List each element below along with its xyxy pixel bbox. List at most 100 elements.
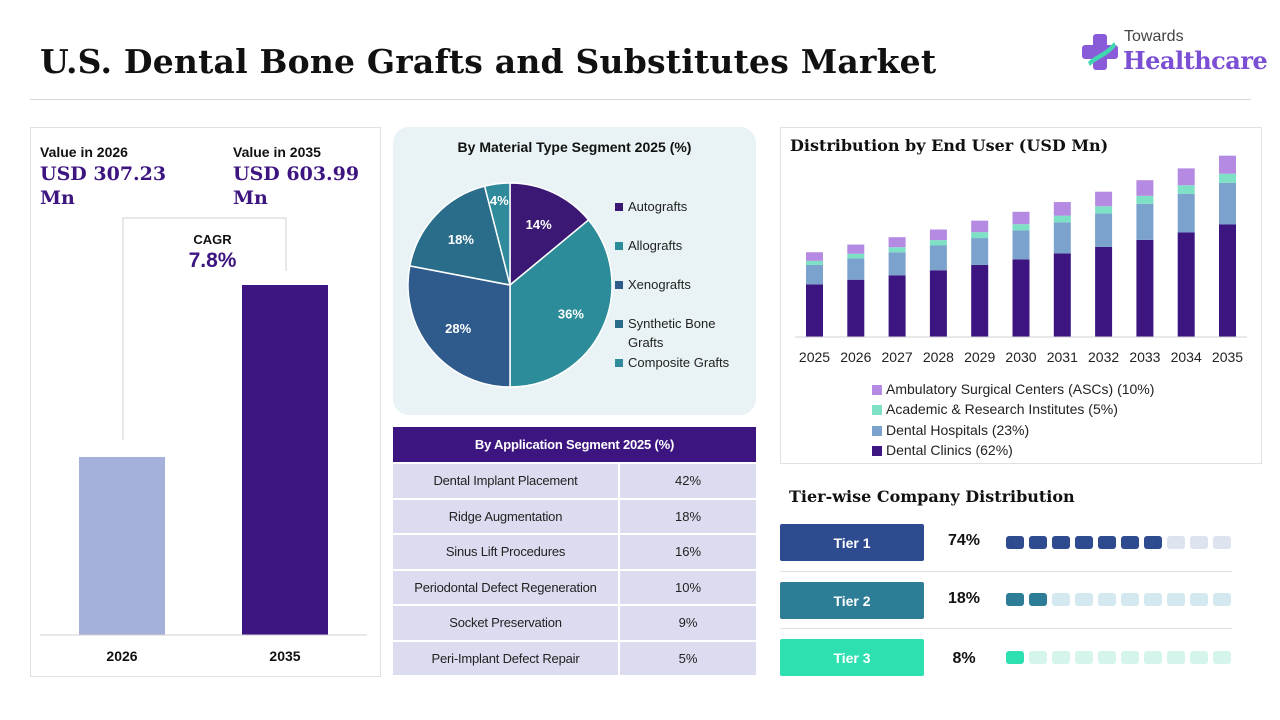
end-user-legend-item: Dental Clinics (62%): [872, 442, 1013, 458]
stacked-bar-segment: [929, 270, 947, 337]
meter-block-empty: [1052, 651, 1070, 664]
x-tick-label: 2028: [923, 349, 954, 365]
x-tick-label: 2025: [799, 349, 830, 365]
end-user-legend-item: Academic & Research Institutes (5%): [872, 401, 1118, 417]
value-2035: USD 603.99 Mn: [233, 163, 360, 209]
cagr-bracket: [122, 217, 287, 440]
stacked-bar-segment: [1095, 246, 1113, 337]
meter-block-empty: [1213, 536, 1231, 549]
pie-legend-item: Allografts: [628, 236, 682, 255]
stacked-bar-segment: [1136, 180, 1154, 196]
pie-label: 18%: [448, 232, 474, 247]
pie-legend-item: Autografts: [628, 197, 687, 216]
value-2026-label: Value in 2026: [40, 144, 128, 160]
legend-label: Dental Hospitals (23%): [886, 421, 1030, 438]
legend-swatch: [872, 405, 882, 416]
stacked-bar-segment: [1177, 185, 1195, 194]
stacked-bar-segment: [929, 229, 947, 241]
pie-label: 14%: [526, 217, 552, 232]
tier-divider: [780, 571, 1232, 572]
stacked-bar-segment: [1177, 168, 1195, 186]
stacked-bar-segment: [1219, 182, 1236, 225]
meter-block-filled: [1006, 593, 1024, 606]
pie-label: 36%: [558, 307, 584, 322]
pie-legend-label: Allografts: [628, 238, 683, 253]
tier-3-block-meter: [1006, 651, 1231, 664]
stacked-bar-segment: [1219, 224, 1236, 337]
table-cell-value: 5%: [678, 650, 698, 666]
stacked-bar-segment: [888, 247, 906, 253]
table-row: Sinus Lift Procedures 16%: [393, 533, 756, 569]
stacked-bar-segment: [1053, 222, 1071, 254]
tier-1-block-meter: [1006, 536, 1231, 549]
stacked-bar-segment: [929, 240, 947, 246]
meter-block-filled: [1029, 536, 1047, 549]
x-tick-label: 2030: [1005, 349, 1036, 365]
stacked-bar-segment: [971, 264, 989, 337]
stacked-bar-segment: [847, 258, 865, 280]
material-type-pie-chart: 14% 36% 28% 18% 4%: [407, 182, 613, 388]
x-tick-label: 2035: [1212, 349, 1243, 365]
stacked-bar-segment: [847, 244, 865, 254]
stacked-bar-segment: [888, 275, 906, 337]
pie-chart-title: By Material Type Segment 2025 (%): [457, 139, 692, 155]
stacked-bar-segment: [1053, 215, 1071, 223]
meter-block-filled: [1006, 536, 1024, 549]
stacked-bar-segment: [1095, 191, 1113, 207]
logo-text-top: Towards: [1124, 28, 1184, 45]
end-user-panel: Distribution by End User (USD Mn) 2025 20…: [780, 127, 1262, 464]
meter-block-empty: [1190, 651, 1208, 664]
table-row: Dental Implant Placement 42%: [393, 462, 756, 498]
value-comparison-panel: Value in 2026 USD 307.23 Mn Value in 203…: [30, 127, 381, 677]
material-type-panel: By Material Type Segment 2025 (%) 14% 36%…: [393, 127, 756, 415]
stacked-bar-segment: [1053, 202, 1071, 216]
stacked-bar-segment: [1177, 232, 1195, 337]
stacked-bar-segment: [1136, 195, 1154, 204]
table-cell-value: 16%: [674, 544, 702, 560]
legend-swatch: [615, 203, 623, 211]
meter-block-empty: [1190, 593, 1208, 606]
value-bar-chart: CAGR 7.8% 2026 2035: [40, 217, 367, 664]
stacked-bar-segment: [888, 252, 906, 276]
pie-slice-allografts: [509, 218, 613, 388]
stacked-bar-segment: [1012, 211, 1030, 225]
stacked-bar-segment: [1136, 203, 1154, 240]
value-bar-2035: [242, 285, 328, 635]
end-user-legend-item: Ambulatory Surgical Centers (ASCs) (10%): [872, 381, 1154, 397]
tier-2-block-meter: [1006, 593, 1231, 606]
meter-block-empty: [1121, 651, 1139, 664]
meter-block-empty: [1098, 651, 1116, 664]
pie-legend-label: Composite Grafts: [628, 355, 730, 370]
stacked-bar-segment: [1095, 213, 1113, 247]
table-cell-segment: Socket Preservation: [393, 606, 620, 640]
tier-chart-title: Tier-wise Company Distribution: [789, 487, 1075, 506]
x-tick-label: 2029: [964, 349, 995, 365]
meter-block-empty: [1098, 593, 1116, 606]
brand-logo: Towards Healthcare: [1080, 28, 1268, 78]
title-divider: [30, 99, 1251, 100]
application-segment-table: By Application Segment 2025 (%) Dental I…: [393, 427, 756, 675]
pie-slice-composite-grafts: [483, 182, 511, 286]
stacked-bar-segment: [806, 284, 823, 337]
stacked-bar-segment: [806, 264, 823, 285]
stacked-bar-segment: [1177, 193, 1195, 233]
stacked-bar-segment: [971, 220, 989, 233]
x-tick-label: 2032: [1088, 349, 1119, 365]
table-cell-segment: Periodontal Defect Regeneration: [393, 570, 620, 604]
meter-block-empty: [1052, 593, 1070, 606]
pie-slice-autografts: [509, 182, 590, 287]
meter-block-filled: [1075, 536, 1093, 549]
stacked-bar-segment: [1136, 239, 1154, 337]
end-user-legend-item: Dental Hospitals (23%): [872, 422, 1029, 438]
pie-legend-label: Xenografts: [628, 277, 691, 292]
table-cell-segment: Ridge Augmentation: [393, 499, 620, 533]
stacked-bar-segment: [971, 232, 989, 239]
pie-label: 28%: [445, 321, 471, 336]
x-tick-label: 2026: [840, 349, 871, 365]
cagr-value: 7.8%: [189, 249, 237, 272]
meter-block-empty: [1075, 651, 1093, 664]
meter-block-filled: [1052, 536, 1070, 549]
meter-block-filled: [1098, 536, 1116, 549]
table-cell-segment: Sinus Lift Procedures: [393, 535, 620, 569]
table-title: By Application Segment 2025 (%): [393, 427, 756, 462]
